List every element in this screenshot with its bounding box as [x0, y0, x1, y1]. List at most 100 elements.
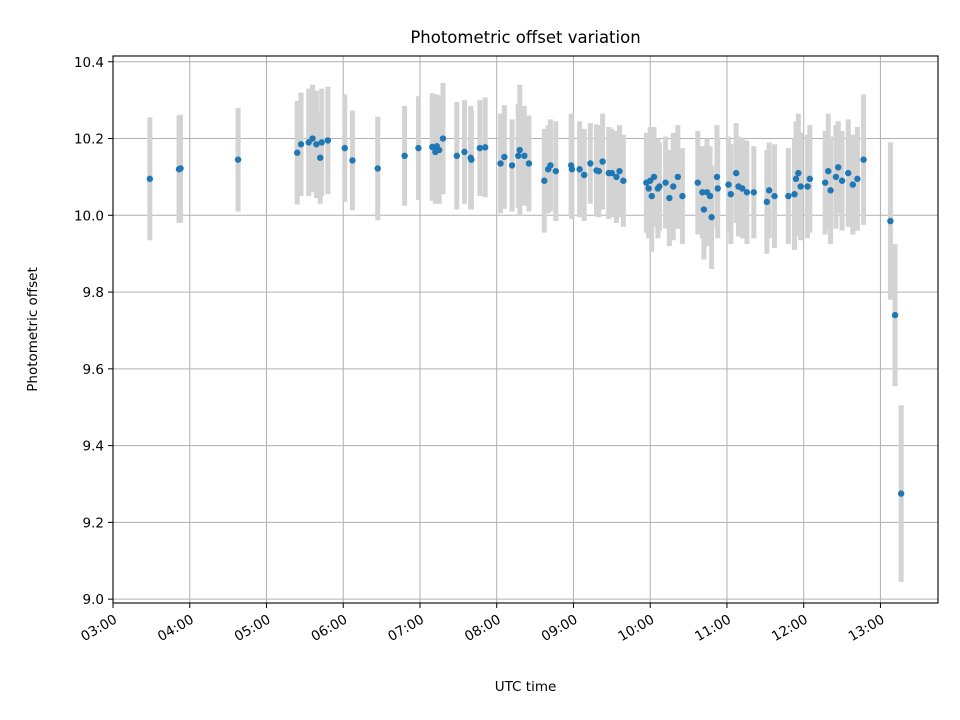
- data-point: [525, 160, 533, 167]
- data-point: [439, 135, 447, 142]
- data-point: [656, 183, 663, 190]
- data-point: [694, 179, 701, 186]
- data-point: [349, 157, 356, 164]
- data-point: [739, 185, 746, 192]
- data-point: [699, 189, 706, 196]
- y-tick-label: 10.4: [74, 55, 104, 71]
- data-point: [806, 175, 814, 183]
- data-points: [146, 135, 905, 497]
- data-point: [476, 144, 484, 152]
- data-point: [482, 144, 489, 151]
- data-point: [468, 156, 475, 163]
- data-point: [854, 175, 861, 183]
- data-point: [234, 156, 242, 163]
- data-point: [541, 177, 548, 184]
- data-point: [887, 217, 894, 225]
- y-axis-ticks: 9.0 9.2 9.4 9.6 9.8 10.0 10.2 10.4: [74, 55, 113, 608]
- data-point: [700, 206, 708, 213]
- data-point: [743, 189, 751, 196]
- data-point: [732, 169, 740, 177]
- data-point: [576, 166, 583, 173]
- data-point: [616, 167, 623, 175]
- data-point: [765, 187, 773, 194]
- data-point: [670, 183, 677, 190]
- data-point: [293, 149, 301, 156]
- data-point: [849, 181, 857, 188]
- data-point: [501, 153, 508, 161]
- data-point: [497, 160, 504, 167]
- chart-title: Photometric offset variation: [410, 28, 640, 47]
- x-axis-label: UTC time: [495, 679, 557, 695]
- data-point: [581, 171, 588, 179]
- data-point: [587, 160, 594, 167]
- data-point: [415, 144, 422, 152]
- data-point: [521, 152, 528, 160]
- data-point: [568, 166, 576, 173]
- data-point: [727, 190, 734, 198]
- data-point: [795, 169, 802, 177]
- data-point: [708, 214, 715, 221]
- data-point: [453, 152, 461, 160]
- data-point: [461, 148, 468, 156]
- y-axis-label: Photometric offset: [25, 267, 41, 391]
- data-point: [825, 167, 832, 175]
- data-point: [645, 185, 652, 192]
- data-point: [706, 192, 714, 200]
- data-point: [785, 192, 792, 200]
- data-point: [666, 194, 673, 202]
- data-point: [552, 167, 560, 175]
- data-point: [674, 173, 682, 181]
- data-point: [318, 139, 325, 146]
- data-point: [860, 156, 867, 163]
- plot-frame: [112, 55, 939, 604]
- y-tick-label: 9.2: [83, 515, 104, 531]
- data-point: [725, 181, 732, 188]
- data-point: [827, 187, 834, 194]
- data-point: [297, 141, 305, 148]
- data-point: [891, 311, 899, 319]
- data-point: [435, 146, 443, 154]
- data-point: [838, 177, 846, 184]
- data-point: [648, 192, 655, 200]
- data-point: [177, 165, 184, 172]
- data-point: [771, 192, 778, 200]
- data-point: [791, 190, 798, 198]
- data-point: [804, 183, 811, 190]
- data-point: [792, 175, 800, 183]
- data-point: [679, 192, 686, 200]
- data-point: [515, 152, 522, 160]
- y-tick-label: 9.8: [83, 285, 104, 301]
- data-point: [595, 167, 602, 175]
- data-point: [309, 135, 316, 142]
- y-tick-label: 10.2: [74, 132, 104, 148]
- data-point: [324, 137, 332, 144]
- data-point: [713, 173, 721, 181]
- data-point: [797, 183, 804, 190]
- data-point: [832, 173, 840, 181]
- data-point: [374, 165, 381, 172]
- data-point: [599, 158, 606, 165]
- data-point: [608, 169, 616, 177]
- data-point: [508, 162, 516, 169]
- data-point: [821, 179, 829, 186]
- data-point: [313, 141, 320, 148]
- data-point: [662, 179, 669, 186]
- data-point: [650, 173, 658, 181]
- y-tick-label: 9.6: [83, 362, 104, 378]
- data-point: [845, 169, 852, 177]
- data-point: [146, 175, 154, 183]
- data-point: [763, 198, 771, 206]
- y-tick-label: 9.0: [83, 592, 104, 608]
- y-tick-label: 10.0: [74, 208, 104, 224]
- data-point: [317, 154, 324, 161]
- data-point: [835, 164, 842, 171]
- data-point: [620, 177, 627, 184]
- y-tick-label: 9.4: [83, 439, 104, 455]
- data-point: [516, 146, 523, 154]
- data-point: [750, 189, 758, 196]
- data-point: [547, 162, 554, 169]
- data-point: [401, 152, 408, 160]
- data-point: [341, 144, 348, 152]
- data-point: [714, 185, 721, 192]
